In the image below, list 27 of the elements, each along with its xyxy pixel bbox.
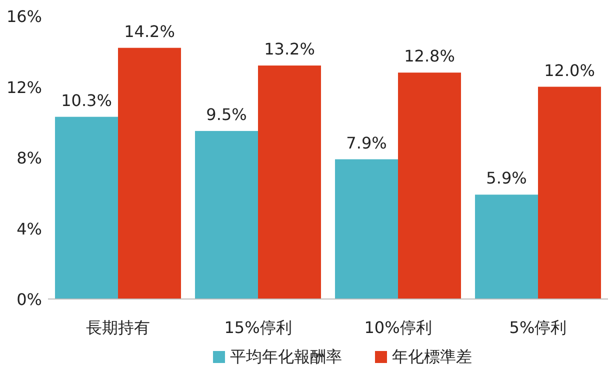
x-tick-label: 15%停利 [224,318,292,337]
x-tick-label: 10%停利 [364,318,432,337]
bar [335,159,398,299]
bar [475,194,538,299]
x-tick-label: 5%停利 [509,318,567,337]
y-tick-label: 12% [6,78,42,97]
data-label: 12.0% [544,60,595,80]
data-label: 10.3% [61,90,112,110]
legend-label: 年化標準差 [392,347,472,366]
y-tick-label: 0% [16,290,42,309]
bar [195,130,258,299]
bar [258,66,321,299]
bar [398,72,461,299]
data-label: 14.2% [124,22,175,41]
data-label: 5.9% [486,168,527,188]
x-tick-label: 長期持有 [86,318,150,337]
y-tick-label: 4% [16,219,42,238]
y-tick-label: 8% [16,148,42,168]
data-label: 12.8% [404,46,455,66]
bar [538,86,601,299]
bar [118,48,181,299]
legend-label: 平均年化報酬率 [230,347,342,366]
data-label: 9.5% [206,104,247,124]
data-label: 13.2% [264,40,315,59]
bar [55,116,118,299]
y-tick-label: 16% [6,7,42,26]
data-label: 7.9% [346,133,387,152]
